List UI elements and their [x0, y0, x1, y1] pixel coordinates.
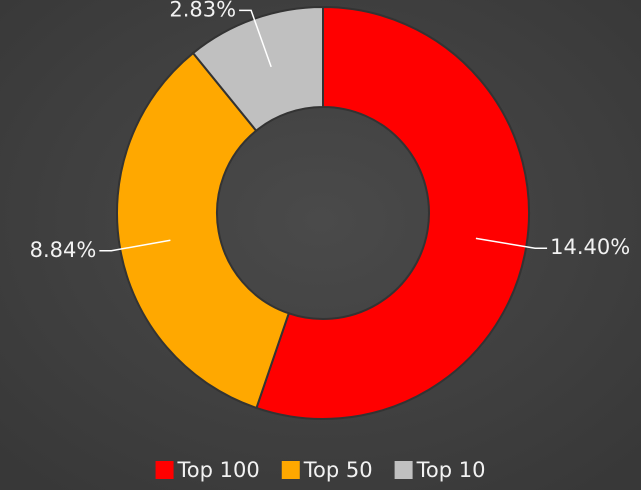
legend-label: Top 100 — [177, 458, 260, 482]
leader-line — [99, 239, 171, 252]
legend-label: Top 10 — [416, 458, 486, 482]
data-label: 8.84% — [30, 238, 97, 262]
donut-slice — [191, 5, 324, 133]
donut-slice — [116, 51, 291, 410]
legend-swatch — [394, 461, 413, 479]
legend-swatch — [155, 461, 174, 479]
leader-line — [475, 237, 548, 249]
legend-swatch — [281, 461, 300, 479]
donut-slice — [255, 5, 530, 420]
data-label: 14.40% — [550, 235, 630, 259]
data-label: 2.83% — [169, 0, 236, 21]
leader-line — [239, 9, 272, 68]
legend-label: Top 50 — [303, 458, 373, 482]
